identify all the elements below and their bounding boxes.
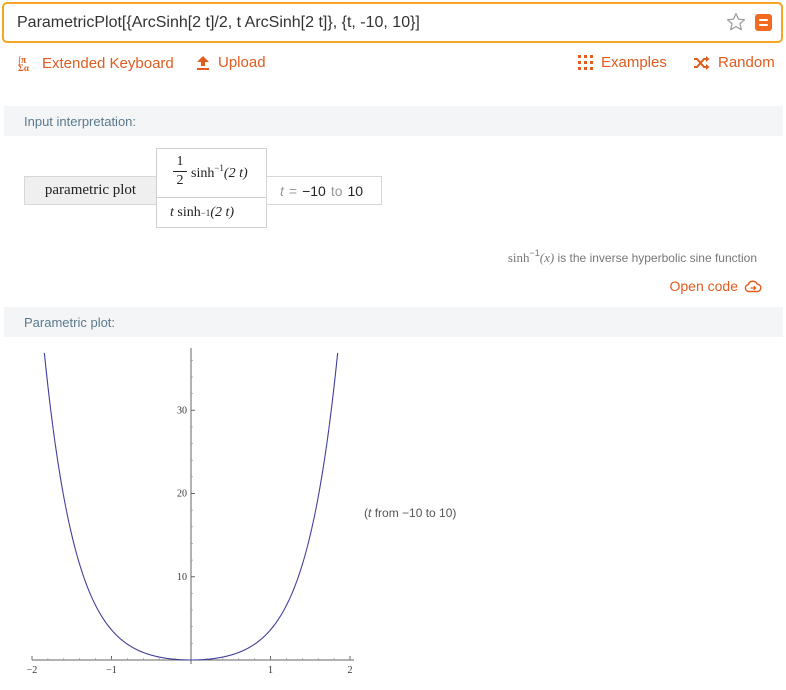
cloud-icon [744,280,762,292]
examples-button[interactable]: Examples [578,54,667,71]
fraction-numerator: 1 [176,154,184,169]
y-func-arg: (2 t) [210,204,235,220]
parametric-plot-title: Parametric plot: [24,314,116,330]
open-code-link[interactable]: Open code [670,278,763,294]
y-tick-label: 20 [177,489,187,500]
caption-open: ( [364,506,368,520]
x-tick-label: 1 [268,665,273,676]
shuffle-icon [694,55,710,70]
y-func-sup: −1 [200,207,211,218]
parametric-plot-header: Parametric plot: [4,307,783,337]
keyboard-icon: ∫π Σα [18,55,29,72]
fraction-denominator: 2 [176,173,184,188]
y-t-var: t [170,204,174,220]
y-tick-label: 10 [177,572,187,583]
x-component-cell: 1 2 sinh−1(2 t) [156,148,267,198]
plot-caption: (t from −10 to 10) [364,506,456,520]
toolbar: ∫π Σα Extended Keyboard Upload Examples … [0,54,786,80]
upload-button[interactable]: Upload [196,54,266,71]
svg-text:∫π: ∫π [18,55,27,66]
range-to: 10 [347,182,364,199]
range-to-word: to [330,182,343,199]
svg-text:Σα: Σα [18,63,29,72]
caption-var: t [368,506,372,520]
search-bar[interactable]: ParametricPlot[{ArcSinh[2 t]/2, t ArcSin… [2,2,783,43]
x-func-arg: (2 t) [223,166,248,181]
upload-icon [197,55,209,70]
x-func-sup: −1 [214,163,224,173]
x-func: sinh [191,166,215,181]
x-tick-label: 2 [348,665,353,676]
extended-keyboard-label: Extended Keyboard [42,54,174,72]
parametric-plot-chart: −2 −1 1 2 10 20 30 [27,348,354,676]
y-func: sinh [177,204,201,220]
examples-label: Examples [601,54,667,71]
random-label: Random [718,54,775,71]
note-text: is the inverse hyperbolic sine function [557,251,757,265]
grid-dots-icon [578,55,593,70]
upload-label: Upload [218,54,266,71]
open-code-label: Open code [669,278,739,294]
range-cell: t = −10 to 10 [266,176,382,205]
interpretation-label: parametric plot [44,182,137,198]
random-button[interactable]: Random [693,54,775,71]
note-function: sinh [507,250,530,265]
x-component-expression: sinh−1(2 t) [191,163,248,182]
extended-keyboard-button[interactable]: ∫π Σα Extended Keyboard [18,54,174,73]
definition-note: sinh−1(x) is the inverse hyperbolic sine… [508,248,757,266]
note-sup: −1 [529,248,540,258]
x-tick-label: −1 [106,665,117,676]
note-arg: (x) [539,250,555,265]
star-icon[interactable] [725,11,747,33]
x-tick-label: −2 [27,665,38,676]
parametric-curve [43,352,339,661]
range-eq: = [288,182,298,199]
interpretation-label-cell: parametric plot [24,176,157,205]
compute-button[interactable] [755,14,772,31]
range-from: −10 [302,182,326,199]
caption-rest: from −10 to 10) [374,506,457,520]
range-var: t [280,182,284,199]
fraction: 1 2 [173,154,187,189]
input-interpretation-title: Input interpretation: [24,113,137,129]
y-component-cell: t sinh −1 (2 t) [156,197,267,228]
y-tick-label: 30 [177,405,187,416]
input-interpretation-header: Input interpretation: [4,106,783,136]
search-input[interactable]: ParametricPlot[{ArcSinh[2 t]/2, t ArcSin… [17,13,420,31]
